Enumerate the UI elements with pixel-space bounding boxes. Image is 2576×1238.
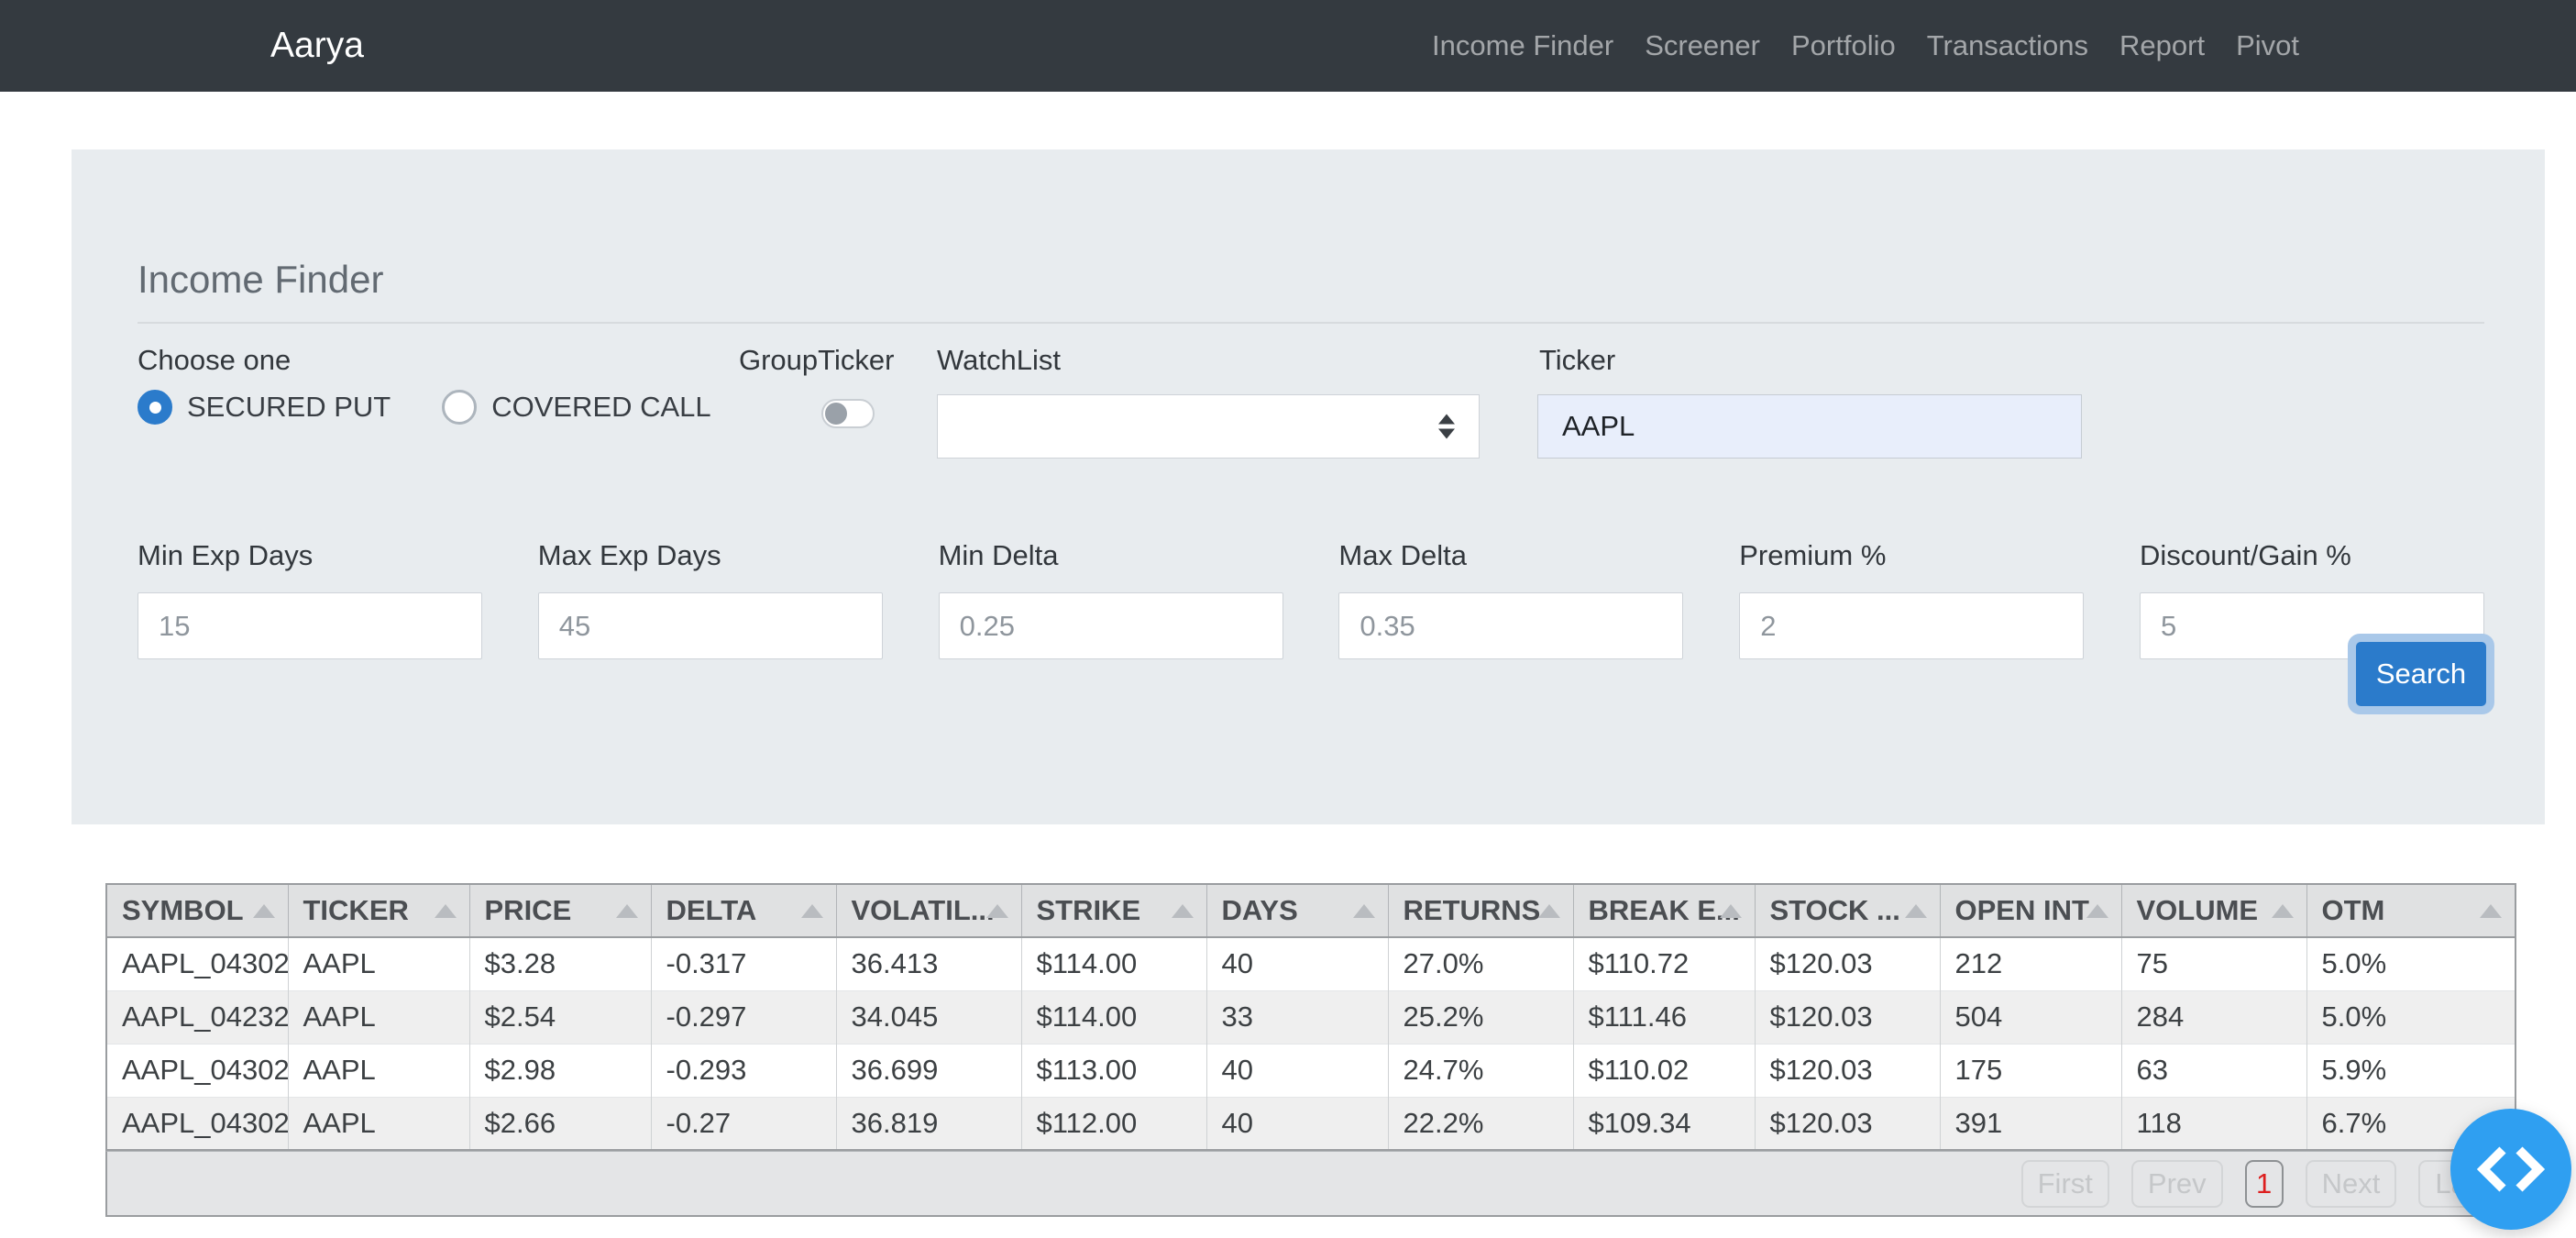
sort-asc-icon[interactable] bbox=[800, 904, 823, 918]
table-header-row: SYMBOL TICKER PRICE DELTA VOLATIL... STR… bbox=[106, 884, 2516, 938]
radio-covered-call[interactable]: COVERED CALL bbox=[442, 390, 711, 425]
sort-asc-icon[interactable] bbox=[615, 904, 638, 918]
sort-asc-icon[interactable] bbox=[985, 904, 1008, 918]
criteria-fields-row: Min Exp Days Max Exp Days Min Delta Max … bbox=[138, 539, 2484, 659]
col-header-stock-price[interactable]: STOCK ... bbox=[1755, 884, 1941, 938]
col-header-days[interactable]: DAYS bbox=[1206, 884, 1389, 938]
ticker-input[interactable] bbox=[1537, 394, 2082, 459]
radio-selected-icon[interactable] bbox=[138, 390, 172, 425]
col-header-open-int[interactable]: OPEN INT bbox=[1940, 884, 2122, 938]
max-exp-days-group: Max Exp Days bbox=[537, 539, 883, 659]
nav-item-income-finder[interactable]: Income Finder bbox=[1432, 29, 1614, 61]
col-header-price[interactable]: PRICE bbox=[469, 884, 652, 938]
page-title: Income Finder bbox=[138, 258, 384, 301]
col-header-symbol[interactable]: SYMBOL bbox=[106, 884, 289, 938]
col-header-volume[interactable]: VOLUME bbox=[2121, 884, 2307, 938]
col-header-volatility[interactable]: VOLATIL... bbox=[836, 884, 1022, 938]
sort-asc-icon[interactable] bbox=[1719, 904, 1742, 918]
min-exp-days-group: Min Exp Days bbox=[138, 539, 482, 659]
pagination-prev-button[interactable]: Prev bbox=[2130, 1159, 2223, 1208]
pagination-bar: First Prev 1 Next Last bbox=[105, 1151, 2516, 1217]
nav-item-screener[interactable]: Screener bbox=[1645, 29, 1760, 61]
col-header-returns[interactable]: RETURNS bbox=[1388, 884, 1574, 938]
premium-pct-group: Premium % bbox=[1739, 539, 2085, 659]
min-delta-input[interactable] bbox=[938, 592, 1283, 659]
sort-asc-icon[interactable] bbox=[1352, 904, 1375, 918]
sort-asc-icon[interactable] bbox=[434, 904, 457, 918]
results-table-section: SYMBOL TICKER PRICE DELTA VOLATIL... STR… bbox=[105, 883, 2516, 1217]
ticker-label: Ticker bbox=[1539, 344, 1616, 376]
nav-item-transactions[interactable]: Transactions bbox=[1926, 29, 2089, 61]
premium-pct-input[interactable] bbox=[1739, 592, 2085, 659]
table-row: AAPL_04302...AAPL$2.98-0.29336.699$113.0… bbox=[106, 1043, 2516, 1097]
select-updown-icon bbox=[1438, 414, 1455, 439]
sort-asc-icon[interactable] bbox=[1537, 904, 1560, 918]
table-row: AAPL_04302...AAPL$3.28-0.31736.413$114.0… bbox=[106, 937, 2516, 990]
radio-secured-put[interactable]: SECURED PUT bbox=[138, 390, 391, 425]
col-header-delta[interactable]: DELTA bbox=[651, 884, 837, 938]
max-exp-days-input[interactable] bbox=[537, 592, 883, 659]
radio-unselected-icon[interactable] bbox=[442, 390, 478, 425]
min-exp-days-input[interactable] bbox=[138, 592, 482, 659]
col-header-ticker[interactable]: TICKER bbox=[288, 884, 470, 938]
code-widget-button[interactable] bbox=[2450, 1109, 2571, 1230]
pagination-current-page[interactable]: 1 bbox=[2244, 1159, 2284, 1208]
watchlist-select[interactable] bbox=[937, 394, 1480, 459]
option-type-radio-group: SECURED PUT COVERED CALL bbox=[138, 390, 711, 425]
table-row: AAPL_04302...AAPL$2.66-0.2736.819$112.00… bbox=[106, 1096, 2516, 1150]
divider bbox=[138, 322, 2484, 324]
code-brackets-icon bbox=[2477, 1146, 2545, 1192]
col-header-strike[interactable]: STRIKE bbox=[1021, 884, 1207, 938]
nav-item-report[interactable]: Report bbox=[2119, 29, 2206, 61]
results-table: SYMBOL TICKER PRICE DELTA VOLATIL... STR… bbox=[105, 883, 2516, 1151]
toggle-knob-icon bbox=[825, 403, 847, 425]
nav-item-portfolio[interactable]: Portfolio bbox=[1790, 29, 1896, 61]
sort-asc-icon[interactable] bbox=[2271, 904, 2294, 918]
income-finder-panel: Income Finder Choose one SECURED PUT COV… bbox=[72, 149, 2545, 824]
sort-asc-icon[interactable] bbox=[2480, 904, 2502, 918]
pagination-next-button[interactable]: Next bbox=[2305, 1159, 2397, 1208]
nav-item-pivot[interactable]: Pivot bbox=[2236, 29, 2299, 61]
sort-asc-icon[interactable] bbox=[2086, 904, 2108, 918]
pagination-first-button[interactable]: First bbox=[2020, 1159, 2109, 1208]
col-header-break-even[interactable]: BREAK E... bbox=[1573, 884, 1756, 938]
top-navbar: Aarya Income Finder Screener Portfolio T… bbox=[0, 0, 2576, 92]
max-delta-group: Max Delta bbox=[1338, 539, 1684, 659]
search-button[interactable]: Search bbox=[2356, 642, 2486, 706]
min-delta-group: Min Delta bbox=[938, 539, 1283, 659]
max-delta-input[interactable] bbox=[1338, 592, 1684, 659]
table-row: AAPL_04232...AAPL$2.54-0.29734.045$114.0… bbox=[106, 989, 2516, 1044]
sort-asc-icon[interactable] bbox=[1904, 904, 1927, 918]
group-ticker-toggle[interactable] bbox=[821, 399, 875, 428]
nav-menu: Income Finder Screener Portfolio Transac… bbox=[1416, 0, 2315, 92]
col-header-otm[interactable]: OTM bbox=[2306, 884, 2516, 938]
group-ticker-label: GroupTicker bbox=[739, 344, 895, 376]
sort-asc-icon[interactable] bbox=[1171, 904, 1194, 918]
choose-one-label: Choose one bbox=[138, 344, 292, 376]
watchlist-label: WatchList bbox=[937, 344, 1061, 376]
brand-link[interactable]: Aarya bbox=[270, 26, 364, 65]
sort-asc-icon[interactable] bbox=[252, 904, 275, 918]
